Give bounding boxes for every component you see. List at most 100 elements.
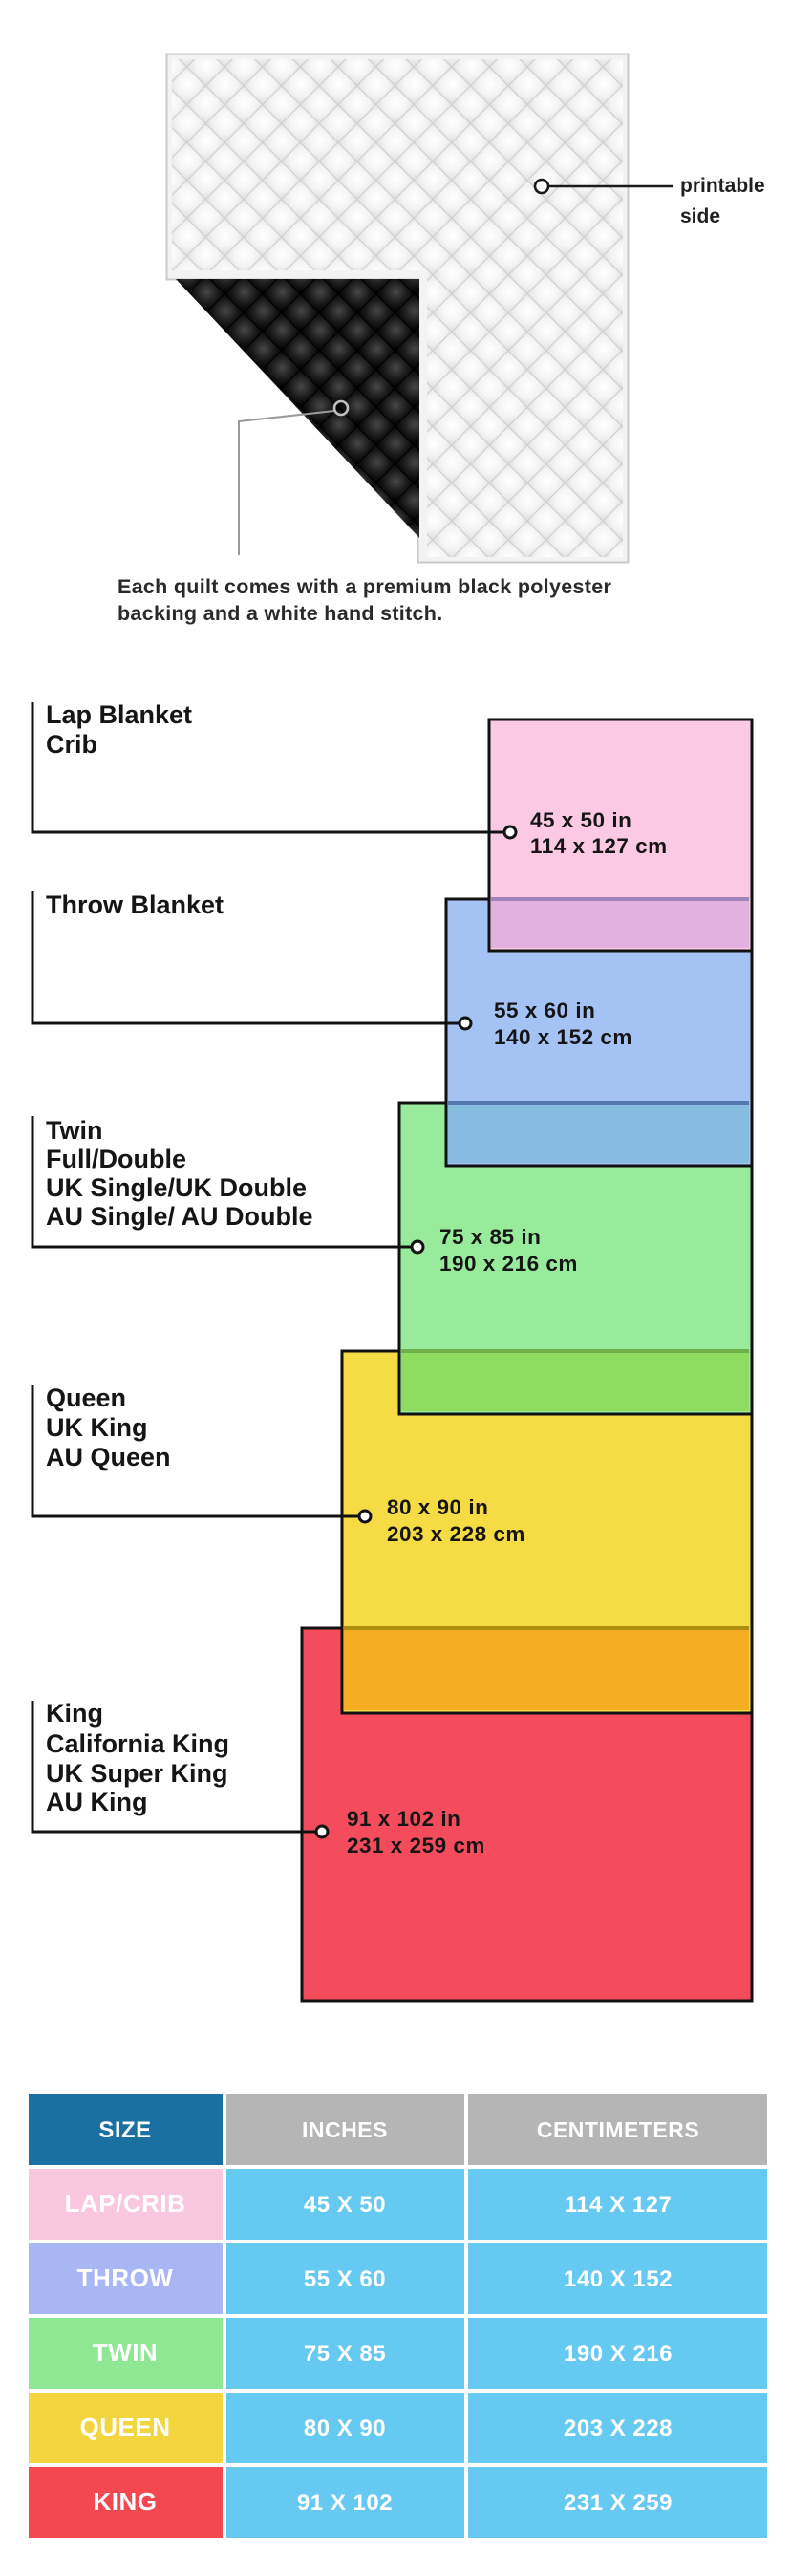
quilt-printable-side [172, 59, 623, 557]
value-king-in: 91 x 102 in [347, 1807, 460, 1831]
table-row: KING 91 X 102 231 X 259 [29, 2467, 767, 2538]
row-inches-cell-twin [226, 2318, 464, 2389]
row-cm-queen: 203 X 228 [564, 2415, 673, 2441]
header-cell-inches [226, 2094, 464, 2165]
label-king-4: AU King [46, 1788, 147, 1816]
header-size-label: SIZE [98, 2117, 151, 2143]
label-twin-4: AU Single/ AU Double [46, 1202, 313, 1231]
label-twin-3: UK Single/UK Double [46, 1173, 307, 1202]
row-cm-king: 231 X 259 [564, 2490, 673, 2516]
label-twin-1: Twin [46, 1116, 102, 1145]
leader-lap [31, 702, 503, 834]
label-king-2: California King [46, 1729, 229, 1758]
value-queen-in: 80 x 90 in [387, 1495, 488, 1519]
printable-side-label-line2: side [680, 205, 720, 227]
label-lap-2: Crib [46, 730, 97, 759]
quilt-black-backing [176, 279, 420, 539]
leader-twin [31, 1116, 411, 1249]
row-inches-lap: 45 X 50 [304, 2192, 386, 2218]
quilt-caption-line2: backing and a white hand stitch. [118, 602, 443, 625]
table-row: THROW 55 X 60 140 X 152 [29, 2243, 767, 2314]
overlap-strip-twin-queen [401, 1353, 749, 1411]
overlap-strip-lap-throw [491, 901, 749, 948]
leader-throw [31, 891, 459, 1025]
row-inches-cell-king [226, 2467, 464, 2538]
marker-throw-icon [458, 1016, 473, 1031]
label-queen-1: Queen [46, 1384, 126, 1412]
row-cm-twin: 190 X 216 [564, 2341, 673, 2367]
table-row: TWIN 75 X 85 190 X 216 [29, 2318, 767, 2389]
header-centimeters-label: CENTIMETERS [537, 2117, 699, 2142]
label-throw-1: Throw Blanket [46, 891, 224, 919]
marker-king-icon [314, 1824, 330, 1839]
row-cm-cell-throw [468, 2243, 767, 2314]
row-label-cell-lap [29, 2169, 223, 2240]
backing-marker-icon [332, 399, 350, 417]
header-cell-centimeters [468, 2094, 767, 2165]
row-label-king: KING [94, 2487, 158, 2516]
leader-lines [31, 702, 503, 1834]
size-diagram: Lap Blanket Crib Throw Blanket Twin Full… [31, 700, 754, 2003]
overlap-line-throw-twin [448, 1101, 749, 1105]
row-cm-cell-twin [468, 2318, 767, 2389]
row-cm-cell-king [468, 2467, 767, 2538]
row-cm-cell-queen [468, 2393, 767, 2463]
value-lap-in: 45 x 50 in [530, 808, 631, 832]
leader-markers [314, 825, 518, 1839]
value-twin-in: 75 x 85 in [439, 1225, 541, 1249]
row-inches-throw: 55 X 60 [304, 2266, 386, 2292]
row-label-twin: TWIN [93, 2338, 158, 2367]
backing-leader-line [238, 410, 335, 555]
printable-side-label-line1: printable [680, 175, 765, 197]
label-queen-3: AU Queen [46, 1443, 171, 1471]
overlap-line-queen-king [344, 1626, 749, 1630]
label-twin-2: Full/Double [46, 1145, 186, 1173]
row-inches-cell-lap [226, 2169, 464, 2240]
row-label-throw: THROW [77, 2264, 174, 2292]
value-throw-in: 55 x 60 in [494, 998, 595, 1022]
quilt-caption-line1: Each quilt comes with a premium black po… [118, 575, 611, 598]
table-row: LAP/CRIB 45 X 50 114 X 127 [29, 2169, 767, 2240]
overlap-strip-throw-twin [448, 1105, 749, 1163]
size-values: 45 x 50 in 114 x 127 cm 55 x 60 in 140 x… [347, 808, 668, 1857]
row-inches-king: 91 X 102 [297, 2490, 393, 2516]
row-label-cell-queen [29, 2393, 223, 2463]
size-labels: Lap Blanket Crib Throw Blanket Twin Full… [46, 700, 313, 1816]
label-lap-1: Lap Blanket [46, 700, 192, 729]
marker-lap-icon [502, 825, 518, 840]
value-lap-cm: 114 x 127 cm [530, 834, 668, 858]
row-label-queen: QUEEN [80, 2413, 171, 2441]
overlap-line-twin-queen [401, 1349, 749, 1353]
printable-side-marker-icon [533, 178, 550, 195]
label-queen-2: UK King [46, 1413, 147, 1442]
row-inches-queen: 80 X 90 [304, 2415, 386, 2441]
value-queen-cm: 203 x 228 cm [387, 1522, 525, 1546]
row-cm-lap: 114 X 127 [565, 2192, 673, 2218]
header-inches-label: INCHES [302, 2117, 388, 2142]
row-label-cell-king [29, 2467, 223, 2538]
label-king-1: King [46, 1699, 103, 1728]
row-inches-twin: 75 X 85 [304, 2341, 386, 2367]
label-king-3: UK Super King [46, 1759, 228, 1788]
marker-queen-icon [357, 1509, 373, 1524]
value-twin-cm: 190 x 216 cm [439, 1252, 578, 1276]
value-throw-cm: 140 x 152 cm [494, 1025, 632, 1049]
row-label-lap: LAP/CRIB [65, 2189, 186, 2218]
row-label-cell-throw [29, 2243, 223, 2314]
overlap-strip-queen-king [344, 1630, 749, 1710]
marker-twin-icon [410, 1239, 425, 1255]
quilt-illustration: printable side Each quilt comes with a p… [118, 53, 765, 625]
row-inches-cell-queen [226, 2393, 464, 2463]
size-table: SIZE INCHES CENTIMETERS LAP/CRIB 45 X 50… [29, 2094, 767, 2538]
row-inches-cell-throw [226, 2243, 464, 2314]
table-row: QUEEN 80 X 90 203 X 228 [29, 2393, 767, 2463]
overlap-line-lap-throw [491, 897, 749, 901]
row-cm-throw: 140 X 152 [564, 2266, 673, 2292]
header-cell-size [29, 2094, 223, 2165]
leader-queen [31, 1385, 358, 1518]
leader-king [31, 1701, 315, 1834]
value-king-cm: 231 x 259 cm [347, 1834, 485, 1857]
row-cm-cell-lap [468, 2169, 767, 2240]
